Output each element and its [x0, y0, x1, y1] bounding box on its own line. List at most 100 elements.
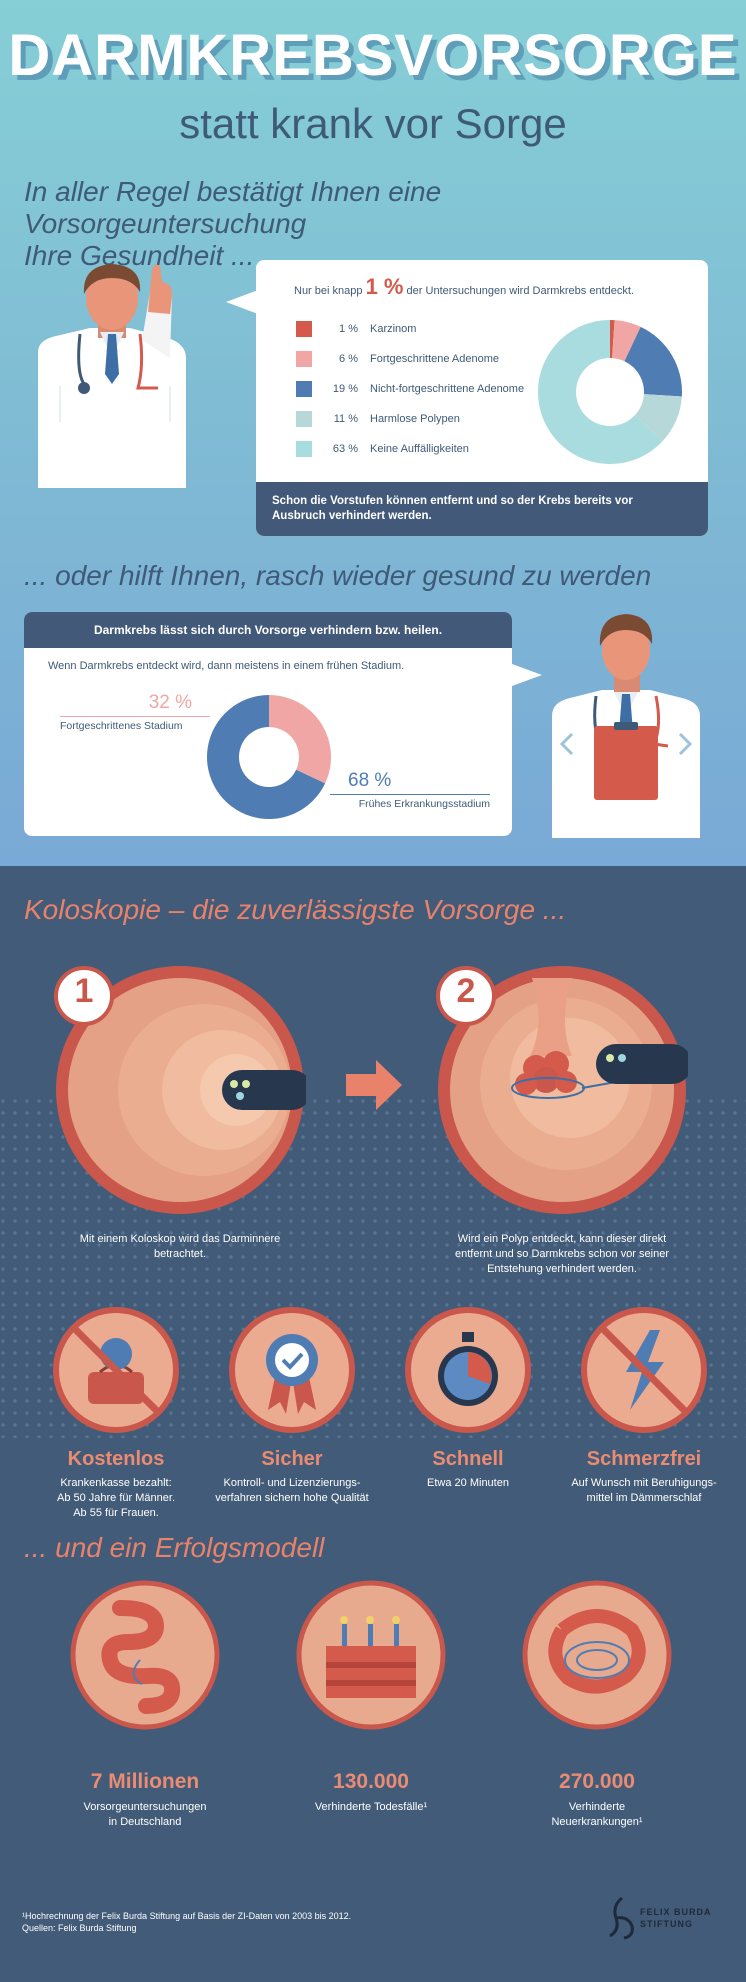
legend-swatch	[296, 441, 312, 457]
foundation-logo-text: FELIX BURDA STIFTUNG	[640, 1906, 740, 1930]
stat-description-line: Verhinderte Todesfälle¹	[314, 1801, 428, 1813]
colonoscopy-step2-illustration	[438, 966, 688, 1214]
intestine-icon	[70, 1580, 220, 1730]
stat-description-line: Neuerkrankungen¹	[551, 1816, 643, 1828]
stat-description: Verhinderte Todesfälle¹	[271, 1800, 471, 1815]
legend-value: 6 %	[339, 353, 358, 365]
card1-intro-before: Nur bei knapp	[294, 285, 363, 297]
donut-slice-keine-auffälligkeiten	[538, 320, 663, 464]
logo-line2: STIFTUNG	[640, 1919, 693, 1929]
feature-description-line: Etwa 20 Minuten	[427, 1477, 509, 1489]
step2-caption-line2: entfernt und so Darmkrebs schon vor sein…	[455, 1248, 669, 1260]
legend-value: 1 %	[339, 323, 358, 335]
section4-heading: ... und ein Erfolgsmodell	[24, 1532, 325, 1563]
healthy-colon-icon	[522, 1580, 672, 1730]
footnote: ¹Hochrechnung der Felix Burda Stiftung a…	[22, 1910, 482, 1934]
legend-label: Nicht-fortgeschrittene Adenome	[370, 383, 525, 395]
stage-label-advanced: 32 % Fortgeschrittenes Stadium	[60, 692, 210, 732]
step2-number-badge	[436, 966, 496, 1026]
step1-caption-line1: Mit einem Koloskop wird das Darminnere	[79, 1233, 281, 1245]
stat-value: 270.000	[559, 1770, 635, 1793]
legend-item: 11 % Harmlose Polypen	[296, 410, 460, 428]
screening-donut-chart	[538, 320, 682, 464]
legend-swatch	[296, 321, 312, 337]
legend-item: 63 % Keine Auffälligkeiten	[296, 440, 469, 458]
legend-label: Fortgeschrittene Adenome	[370, 353, 500, 365]
donut-slice-harmlose-polypen	[634, 394, 682, 442]
stage-label-early: 68 % Frühes Erkrankungsstadium	[330, 770, 490, 810]
legend-item: 19 % Nicht-fortgeschrittene Adenome	[296, 380, 524, 398]
logo-line1: FELIX BURDA	[640, 1907, 712, 1917]
legend-value: 63 %	[332, 443, 358, 455]
stat-description: Vorsorgeuntersuchungen in Deutschland	[45, 1800, 245, 1830]
feature-description: Auf Wunsch mit Beruhigungs-mittel im Däm…	[558, 1476, 730, 1506]
feature-description: Etwa 20 Minuten	[382, 1476, 554, 1491]
legend-swatch	[296, 411, 312, 427]
legend-item: 6 % Fortgeschrittene Adenome	[296, 350, 499, 368]
card1-intro: Nur bei knapp 1 % der Untersuchungen wir…	[294, 274, 694, 304]
legend-label: Karzinom	[370, 323, 417, 335]
feature-description-line: Kontroll- und Lizenzierungs-	[223, 1477, 361, 1489]
legend-value: 11 %	[333, 413, 358, 425]
step1-number: 1	[74, 972, 94, 1010]
card1-intro-value: 1 %	[365, 274, 404, 299]
step2-number: 2	[456, 972, 476, 1010]
stage-name-early: Frühes Erkrankungsstadium	[330, 794, 490, 810]
feature-title: Sicher	[261, 1448, 323, 1470]
donut-slice-fortgeschrittenes-stadium	[269, 695, 331, 784]
feature-title: Schnell	[432, 1448, 504, 1470]
stat-value: 130.000	[333, 1770, 409, 1793]
section1-heading-line2: Ihre Gesundheit ...	[24, 240, 255, 271]
step-arrow-icon	[346, 1060, 402, 1110]
stat-description: Verhinderte Neuerkrankungen¹	[497, 1800, 697, 1830]
birthday-cake-icon	[296, 1580, 446, 1730]
card1-pointer	[226, 290, 258, 314]
step1-caption: Mit einem Koloskop wird das Darminnere b…	[60, 1232, 300, 1262]
legend-value: 19 %	[332, 383, 358, 395]
step2-caption-line3: Entstehung verhindert werden.	[487, 1263, 637, 1275]
feature-description: Krankenkasse bezahlt: Ab 50 Jahre für Män…	[30, 1476, 202, 1521]
feature-title: Kostenlos	[67, 1448, 165, 1470]
feature-description-line: Krankenkasse bezahlt:	[60, 1477, 172, 1489]
section3-heading: Koloskopie – die zuverlässigste Vorsorge…	[24, 894, 567, 925]
card1-intro-after: der Untersuchungen wird Darmkrebs entdec…	[406, 285, 634, 297]
stage-value-early: 68 %	[348, 770, 392, 791]
legend-swatch	[296, 381, 312, 397]
feature-description: Kontroll- und Lizenzierungs-verfahren si…	[206, 1476, 378, 1506]
stat-description-line: Vorsorgeuntersuchungen	[83, 1801, 207, 1813]
feature-description-line: Auf Wunsch mit Beruhigungs-	[571, 1477, 717, 1489]
stat-value: 7 Millionen	[90, 1770, 200, 1793]
card1-footer-line2: Ausbruch verhindert werden.	[272, 510, 432, 522]
legend-swatch	[296, 351, 312, 367]
card2-title: Darmkrebs lässt sich durch Vorsorge verh…	[24, 612, 512, 648]
no-pain-icon	[581, 1307, 707, 1433]
step1-number-badge	[54, 966, 114, 1026]
feature-description-line: mittel im Dämmerschlaf	[586, 1492, 702, 1504]
donut-slice-fortgeschrittene-adenome	[612, 320, 641, 362]
stat-description-line: Verhinderte	[568, 1801, 626, 1813]
step2-caption: Wird ein Polyp entdeckt, kann dieser dir…	[436, 1232, 688, 1277]
legend-label: Harmlose Polypen	[370, 413, 460, 425]
footnote-line1: ¹Hochrechnung der Felix Burda Stiftung a…	[22, 1911, 352, 1921]
section1-heading-line1: In aller Regel bestätigt Ihnen eine Vors…	[24, 176, 442, 239]
feature-description-line: verfahren sichern hohe Qualität	[215, 1492, 369, 1504]
donut-slice-frühes-erkrankungsstadium	[207, 695, 326, 819]
footnote-sources: Quellen: Felix Burda Stiftung	[22, 1923, 137, 1933]
section1-heading: In aller Regel bestätigt Ihnen eine Vors…	[24, 176, 724, 272]
no-cost-icon	[53, 1307, 179, 1433]
step2-caption-line1: Wird ein Polyp entdeckt, kann dieser dir…	[457, 1233, 667, 1245]
card1-footer: Schon die Vorstufen können entfernt und …	[256, 482, 708, 536]
donut-slice-nicht-fortgeschrittene-adenome	[624, 326, 682, 397]
doctor-clipboard-illustration	[552, 614, 700, 838]
card1-footer-line1: Schon die Vorstufen können entfernt und …	[272, 495, 633, 507]
doctor-pointing-illustration	[38, 264, 186, 488]
donut-slice-karzinom	[610, 320, 615, 359]
legend-item: 1 % Karzinom	[296, 320, 416, 338]
felix-burda-logo-icon	[609, 1896, 634, 1940]
stopwatch-icon	[405, 1307, 531, 1433]
page-subtitle: statt krank vor Sorge	[179, 100, 567, 147]
safety-seal-icon	[229, 1307, 355, 1433]
card2-intro: Wenn Darmkrebs entdeckt wird, dann meist…	[48, 660, 405, 672]
section2-heading: ... oder hilft Ihnen, rasch wieder gesun…	[24, 560, 652, 591]
